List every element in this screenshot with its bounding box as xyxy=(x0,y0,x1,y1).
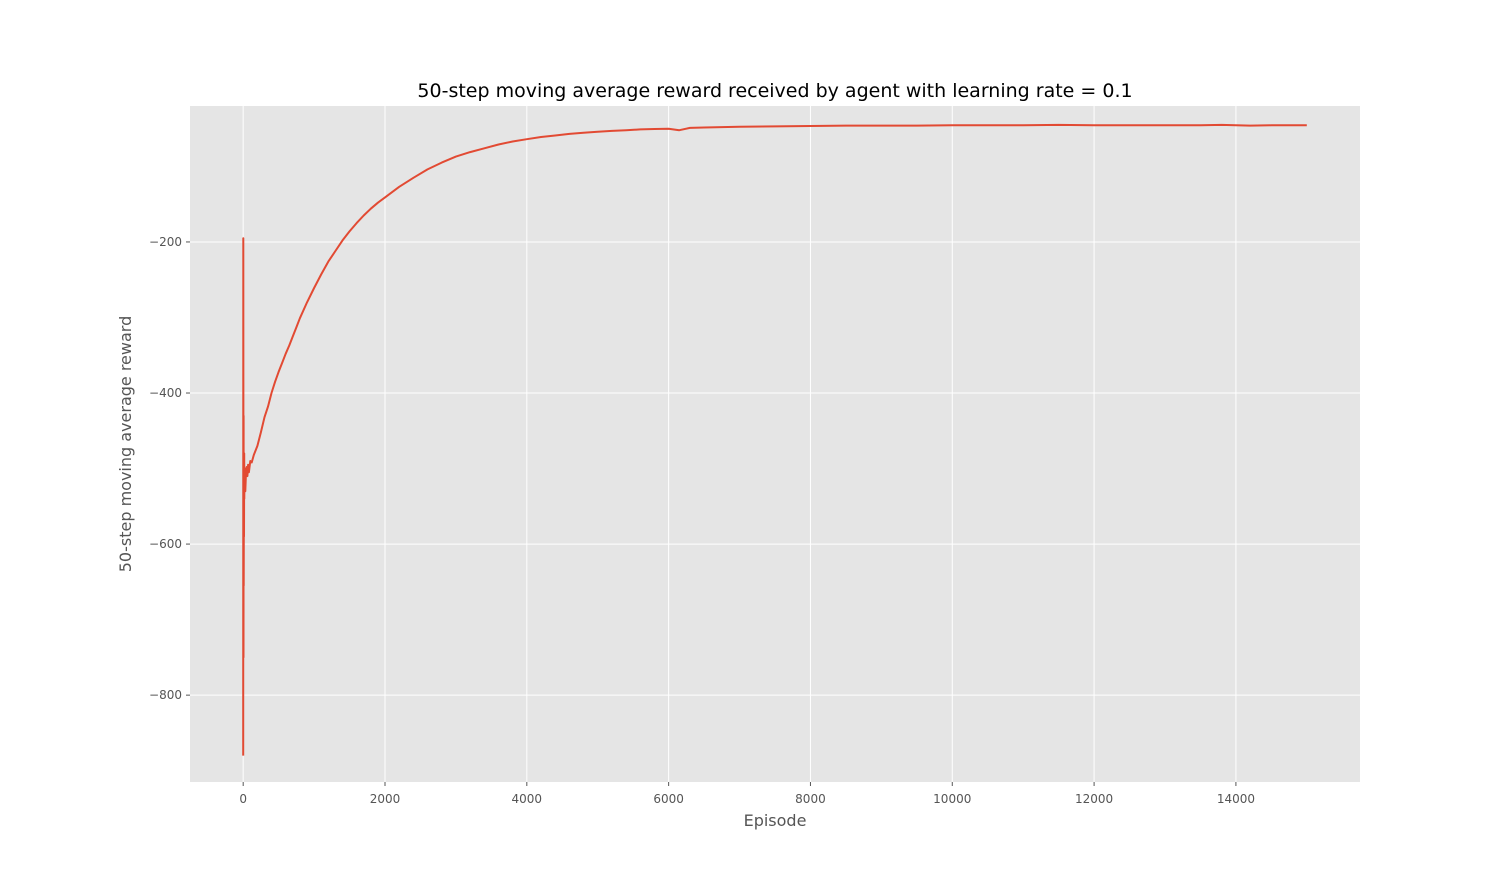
x-tick-label: 12000 xyxy=(1075,792,1113,806)
x-tick-label: 14000 xyxy=(1217,792,1255,806)
x-tick-label: 2000 xyxy=(370,792,401,806)
x-tick-label: 10000 xyxy=(933,792,971,806)
x-tick-label: 4000 xyxy=(512,792,543,806)
plot-area xyxy=(190,106,1360,782)
x-tick-label: 6000 xyxy=(653,792,684,806)
series-line xyxy=(242,123,1307,756)
y-tick-label: −200 xyxy=(149,235,182,249)
chart-title: 50-step moving average reward received b… xyxy=(417,80,1132,102)
x-axis-ticks: 0 2000 4000 6000 8000 10000 12000 14000 xyxy=(239,782,1255,806)
series-layer xyxy=(242,123,1307,756)
y-tick-label: −400 xyxy=(149,386,182,400)
y-axis-ticks: −200 −400 −600 −800 xyxy=(149,235,190,702)
y-tick-label: −800 xyxy=(149,688,182,702)
x-axis-label: Episode xyxy=(744,811,807,830)
x-tick-label: 8000 xyxy=(795,792,826,806)
x-tick-label: 0 xyxy=(239,792,247,806)
y-tick-label: −600 xyxy=(149,537,182,551)
y-axis-label: 50-step moving average reward xyxy=(116,316,135,573)
grid xyxy=(190,106,1360,782)
